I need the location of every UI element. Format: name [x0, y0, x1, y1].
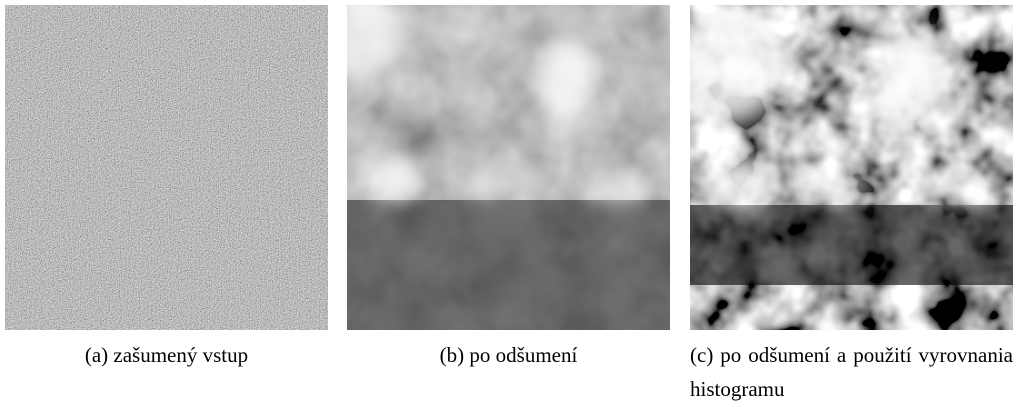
equalized-image	[690, 5, 1013, 330]
figure: (a) zašumený vstup (b) po odšumení (c) p…	[0, 0, 1027, 407]
denoised-image	[347, 5, 670, 330]
caption: (b) po odšumení	[347, 338, 670, 372]
caption: (c) po odšumení a použití vyrovnania his…	[690, 338, 1013, 406]
caption: (a) zašumený vstup	[5, 338, 328, 372]
noisy-image	[5, 5, 328, 330]
